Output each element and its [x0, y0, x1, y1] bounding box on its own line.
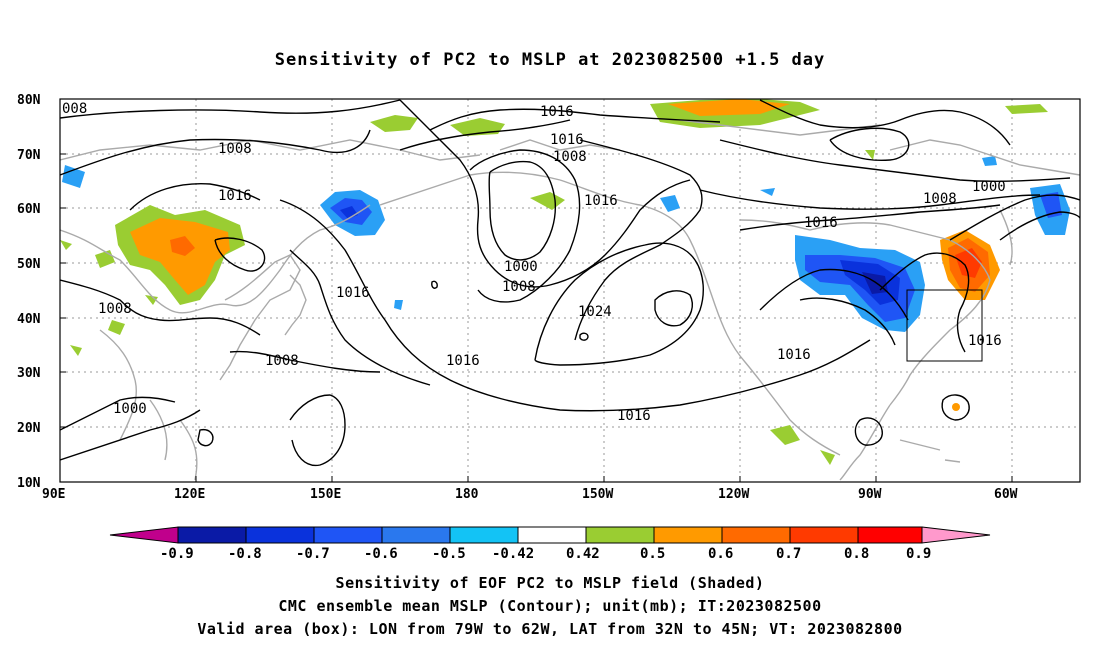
- contour-label: 1016: [550, 132, 584, 148]
- colorbar-label: -0.8: [228, 546, 262, 562]
- lon-label-120e: 120E: [174, 487, 205, 502]
- colorbar-segment: [857, 526, 923, 544]
- contour-label: 1000: [113, 401, 147, 417]
- lon-label-90e: 90E: [42, 487, 65, 502]
- valid-area-box: [906, 289, 983, 362]
- lon-label-150w: 150W: [582, 487, 613, 502]
- lat-label-80n: 80N: [17, 93, 41, 108]
- colorbar-segment: [245, 526, 315, 544]
- colorbar-segment: [449, 526, 519, 544]
- lon-label-180: 180: [455, 487, 479, 502]
- contour-label: 1008: [218, 141, 252, 157]
- colorbar-label: 0.42: [566, 546, 600, 562]
- lon-label-120w: 120W: [718, 487, 749, 502]
- colorbar-labels: -0.9 -0.8 -0.7 -0.6 -0.5 -0.42 0.42 0.5 …: [160, 546, 931, 562]
- caption-shading: Sensitivity of EOF PC2 to MSLP field (Sh…: [335, 574, 765, 592]
- colorbar: [109, 526, 991, 544]
- colorbar-label: -0.9: [160, 546, 194, 562]
- contour-labels: 008 1008 1016 1016 1008 1016 1016 1016 1…: [62, 101, 1006, 424]
- colorbar-label: -0.6: [364, 546, 398, 562]
- caption-valid-area: Valid area (box): LON from 79W to 62W, L…: [197, 620, 903, 638]
- colorbar-label: 0.6: [708, 546, 733, 562]
- colorbar-high-triangle: [921, 526, 991, 544]
- colorbar-low-triangle: [109, 526, 179, 544]
- lat-label-30n: 30N: [17, 366, 41, 381]
- contour-label: 1000: [504, 259, 538, 275]
- contour-label: 1016: [777, 347, 811, 363]
- colorbar-segment: [177, 526, 247, 544]
- contour-label: 1008: [98, 301, 132, 317]
- coastlines: [60, 119, 1080, 481]
- contour-label: 1016: [446, 353, 480, 369]
- colorbar-segment: [585, 526, 655, 544]
- lat-label-40n: 40N: [17, 312, 41, 327]
- plot-border: [59, 98, 1081, 483]
- contour-label: 1008: [502, 279, 536, 295]
- latitude-labels: 80N 70N 60N 50N 40N 30N 20N 10N: [17, 93, 41, 491]
- colorbar-segment: [313, 526, 383, 544]
- lat-label-60n: 60N: [17, 202, 41, 217]
- colorbar-label: -0.42: [492, 546, 534, 562]
- colorbar-segment: [721, 526, 791, 544]
- contour-label: 1016: [804, 215, 838, 231]
- contour-label: 1008: [923, 191, 957, 207]
- lat-label-50n: 50N: [17, 257, 41, 272]
- contour-label: 1008: [265, 353, 299, 369]
- lat-label-10n: 10N: [17, 476, 41, 491]
- colorbar-segment: [653, 526, 723, 544]
- contour-label: 1000: [972, 179, 1006, 195]
- colorbar-segment: [381, 526, 451, 544]
- contour-label: 1016: [617, 408, 651, 424]
- contour-label: 008: [62, 101, 87, 117]
- contour-label: 1016: [968, 333, 1002, 349]
- map-title: Sensitivity of PC2 to MSLP at 2023082500…: [274, 50, 826, 70]
- colorbar-segment: [789, 526, 859, 544]
- lat-label-20n: 20N: [17, 421, 41, 436]
- contour-label: 1016: [584, 193, 618, 209]
- lon-label-90w: 90W: [858, 487, 882, 502]
- contour-label: 1016: [336, 285, 370, 301]
- axis-ticks: [60, 98, 1013, 483]
- lon-label-60w: 60W: [994, 487, 1018, 502]
- colorbar-label: -0.7: [296, 546, 330, 562]
- colorbar-label: 0.7: [776, 546, 801, 562]
- lat-label-70n: 70N: [17, 148, 41, 163]
- colorbar-label: 0.5: [640, 546, 665, 562]
- colorbar-label: 0.8: [844, 546, 869, 562]
- contour-label: 1008: [553, 149, 587, 165]
- colorbar-segment: [517, 526, 587, 544]
- contour-label: 1016: [218, 188, 252, 204]
- colorbar-label: -0.5: [432, 546, 466, 562]
- lon-label-150e: 150E: [310, 487, 341, 502]
- contour-label: 1016: [540, 104, 574, 120]
- mslp-contours: [60, 99, 1080, 467]
- colorbar-label: 0.9: [906, 546, 931, 562]
- contour-label: 1024: [578, 304, 612, 320]
- caption-contour: CMC ensemble mean MSLP (Contour); unit(m…: [278, 597, 822, 615]
- longitude-labels: 90E 120E 150E 180 150W 120W 90W 60W: [42, 487, 1018, 502]
